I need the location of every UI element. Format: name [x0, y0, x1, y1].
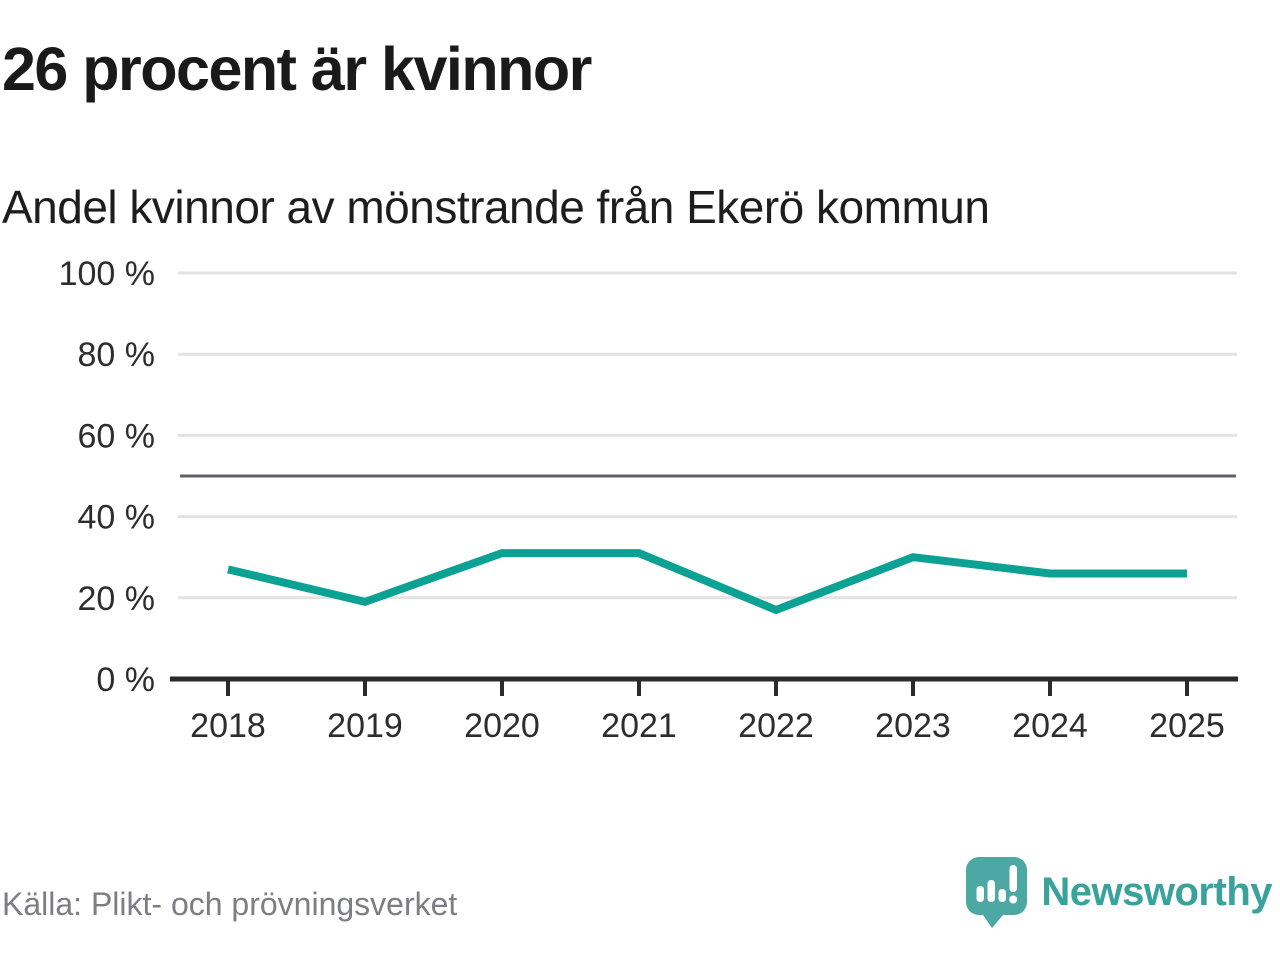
y-axis-tick-label: 0 %: [96, 661, 155, 699]
page-subtitle: Andel kvinnor av mönstrande från Ekerö k…: [2, 181, 990, 233]
y-axis-tick-label: 40 %: [78, 499, 156, 537]
y-axis-tick-label: 80 %: [78, 336, 156, 374]
newsworthy-logo-text: Newsworthy: [1041, 870, 1272, 914]
data-line-andel-kvinnor-av-m-nstrande: [227, 549, 1187, 615]
x-axis-tick-label: 2018: [190, 707, 266, 745]
x-axis-tick-label: 2022: [738, 707, 814, 745]
x-axis-tick-label: 2020: [464, 707, 540, 745]
x-axis-tick-label: 2025: [1149, 707, 1225, 745]
x-axis-tick-label: 2024: [1012, 707, 1088, 745]
y-axis-tick-label: 20 %: [78, 580, 156, 618]
x-axis-tick-label: 2019: [327, 707, 403, 745]
x-axis-tick-label: 2023: [875, 707, 951, 745]
x-axis-tick-label: 2021: [601, 707, 677, 745]
source-note: Källa: Plikt- och prövningsverket: [2, 886, 458, 922]
page-title: 26 procent är kvinnor: [2, 35, 592, 103]
newsworthy-bars-icon: [966, 857, 1028, 928]
y-axis-tick-label: 100 %: [59, 255, 155, 293]
y-axis-tick-label: 60 %: [78, 417, 156, 455]
newsworthy-logo: Newsworthy: [965, 856, 1272, 929]
line-chart: 0 % 20 % 40 % 60 % 80 % 100 % 2018 2019 2020 2021…: [59, 255, 1238, 745]
